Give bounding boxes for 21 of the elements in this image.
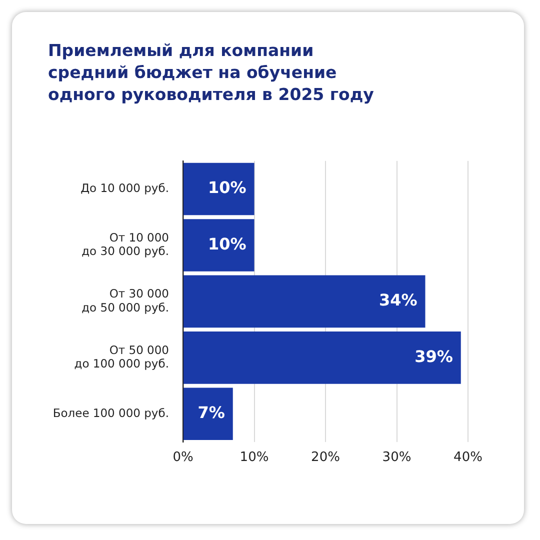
y-tick-label: Более 100 000 руб.: [52, 406, 169, 420]
y-tick-label: От 30 000 до 50 000 руб.: [82, 286, 169, 314]
y-tick-label: От 10 000 до 30 000 руб.: [82, 230, 169, 258]
bar: [184, 162, 254, 216]
x-tick-label: 0%: [172, 450, 194, 466]
data-label: 34%: [378, 290, 418, 310]
y-tick-label: От 50 000 до 100 000 руб.: [74, 342, 169, 371]
chart-title: Приемлемый для компании средний бюджет на обучение одного руководителя в 2025 году: [48, 40, 375, 106]
x-tick-label: 40%: [454, 450, 482, 466]
data-label: 7%: [198, 403, 225, 422]
data-label: 39%: [414, 346, 453, 366]
x-tick-label: 30%: [382, 450, 412, 466]
x-tick-label: 20%: [311, 450, 340, 466]
x-tick-label: 10%: [240, 450, 269, 466]
bar: [184, 275, 426, 328]
data-label: 10%: [208, 234, 246, 254]
data-label: 10%: [208, 178, 246, 198]
bar: [184, 388, 233, 440]
y-tick-label: До 10 000 руб.: [80, 180, 169, 195]
bar: [184, 332, 461, 384]
bar: [184, 219, 254, 272]
